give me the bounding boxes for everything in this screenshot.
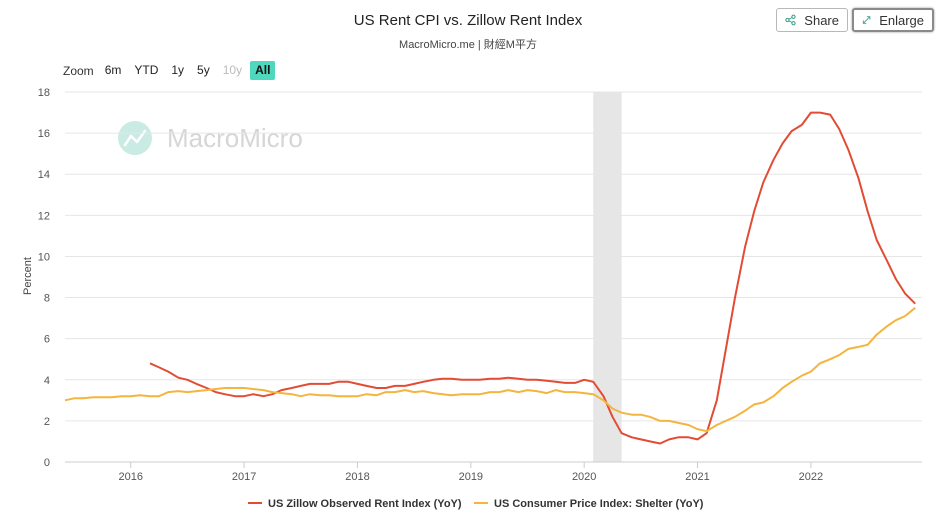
enlarge-label: Enlarge	[879, 12, 924, 28]
expand-arrows-icon	[862, 16, 871, 24]
y-tick-label: 18	[38, 87, 50, 99]
share-label: Share	[804, 12, 839, 28]
x-tick-label: 2018	[345, 471, 369, 483]
legend-item-1[interactable]: US Consumer Price Index: Shelter (YoY)	[494, 498, 704, 510]
y-axis-label: Percent	[22, 257, 34, 295]
y-tick-label: 2	[44, 416, 50, 428]
chart-title: US Rent CPI vs. Zillow Rent Index	[353, 12, 583, 29]
enlarge-button[interactable]: Enlarge	[852, 8, 934, 32]
series-line-1	[64, 307, 916, 433]
range-button-10y: 10y	[222, 63, 243, 77]
y-tick-label: 0	[44, 457, 50, 469]
range-button-6m[interactable]: 6m	[104, 63, 122, 77]
x-tick-label: 2016	[119, 471, 143, 483]
range-button-all[interactable]: All	[250, 61, 276, 80]
y-tick-label: 12	[38, 210, 50, 222]
macromicro-logo-icon	[118, 121, 152, 155]
x-tick-label: 2019	[459, 471, 483, 483]
x-tick-label: 2021	[685, 471, 709, 483]
y-tick-label: 4	[44, 375, 50, 387]
y-tick-label: 6	[44, 334, 50, 346]
range-button-5y[interactable]: 5y	[197, 63, 210, 77]
series-line-0	[149, 111, 916, 445]
legend-item-0[interactable]: US Zillow Observed Rent Index (YoY)	[268, 498, 462, 510]
y-tick-label: 8	[44, 293, 50, 305]
share-button[interactable]: Share	[776, 8, 848, 32]
zoom-label: Zoom	[63, 63, 94, 78]
y-tick-label: 10	[38, 251, 50, 263]
x-tick-label: 2020	[572, 471, 596, 483]
x-tick-label: 2022	[799, 471, 823, 483]
range-button-ytd[interactable]: YTD	[134, 63, 159, 77]
macromicro-watermark: MacroMicro	[118, 121, 303, 155]
share-icon	[785, 14, 796, 26]
shaded-period-0	[593, 92, 622, 462]
watermark-text: MacroMicro	[167, 123, 303, 153]
y-tick-label: 14	[38, 169, 50, 181]
zoom-range-selector: Zoom 6m YTD 1y 5y 10y All	[63, 61, 278, 80]
y-tick-label: 16	[38, 128, 50, 140]
chart-subtitle: MacroMicro.me | 財經M平方	[399, 39, 537, 51]
range-button-1y[interactable]: 1y	[171, 63, 185, 77]
x-tick-label: 2017	[232, 471, 256, 483]
